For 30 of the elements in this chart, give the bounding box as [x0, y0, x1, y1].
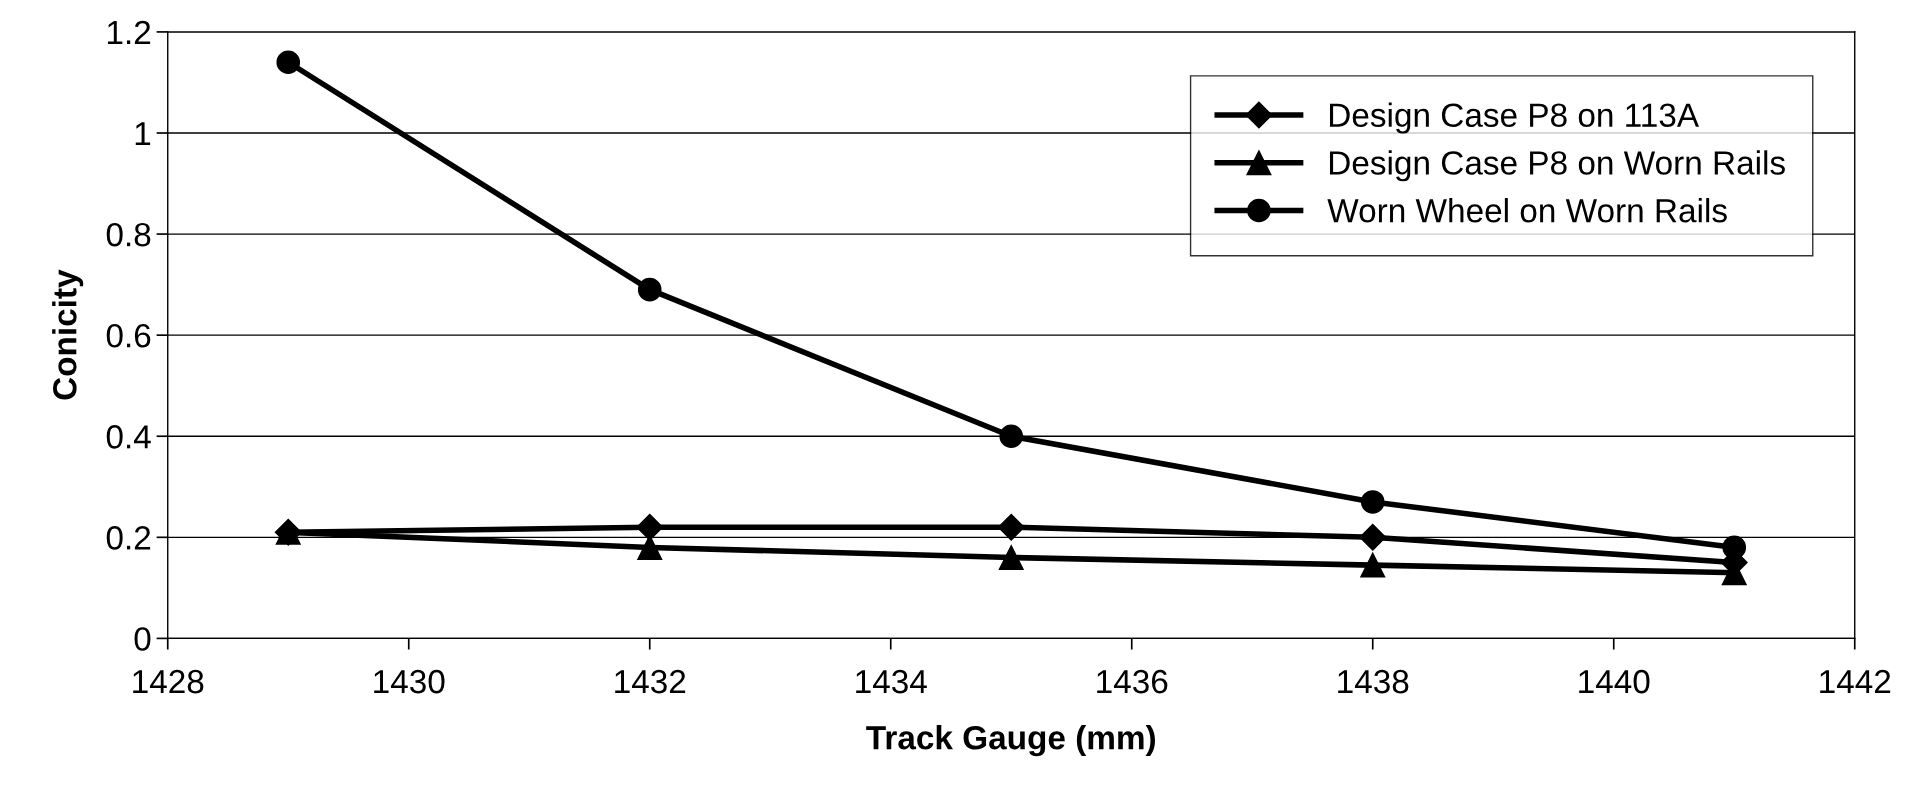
x-tick-label: 1432: [615, 669, 686, 694]
legend-label: Design Case P8 on Worn Rails: [1329, 150, 1785, 182]
x-tick-label: 1440: [1579, 669, 1650, 694]
x-tick-label: 1434: [856, 669, 927, 694]
legend-label: Worn Wheel on Worn Rails: [1327, 198, 1727, 223]
point: [637, 277, 662, 302]
y-tick-label: 0.6: [106, 323, 151, 348]
y-tick-label: 1.2: [107, 20, 151, 44]
y-tick-label: 0.2: [106, 526, 151, 550]
point: [1359, 523, 1387, 551]
point: [1360, 552, 1386, 578]
y-tick-label: 0.8: [106, 222, 151, 247]
legend-label: Design Case P8 on 113A: [1329, 102, 1700, 134]
y-tick-label: 1: [135, 122, 151, 146]
point: [999, 424, 1024, 449]
y-tick-label: 0: [134, 627, 151, 651]
x-tick-label: 1438: [1338, 669, 1409, 694]
point: [1360, 490, 1385, 514]
y-axis-title: Conicity: [52, 269, 84, 400]
point: [636, 513, 664, 541]
x-tick-label: 1428: [133, 669, 204, 694]
point: [1722, 535, 1747, 560]
y-tick-label: 0.4: [106, 425, 151, 449]
point: [998, 545, 1024, 571]
x-tick-label: 1430: [374, 669, 445, 694]
point: [997, 513, 1025, 541]
point: [276, 50, 301, 75]
x-tick-label: 1442: [1820, 669, 1891, 694]
x-tick-label: 1436: [1097, 669, 1168, 694]
x-axis-title: Track Gauge (mm): [866, 725, 1156, 757]
